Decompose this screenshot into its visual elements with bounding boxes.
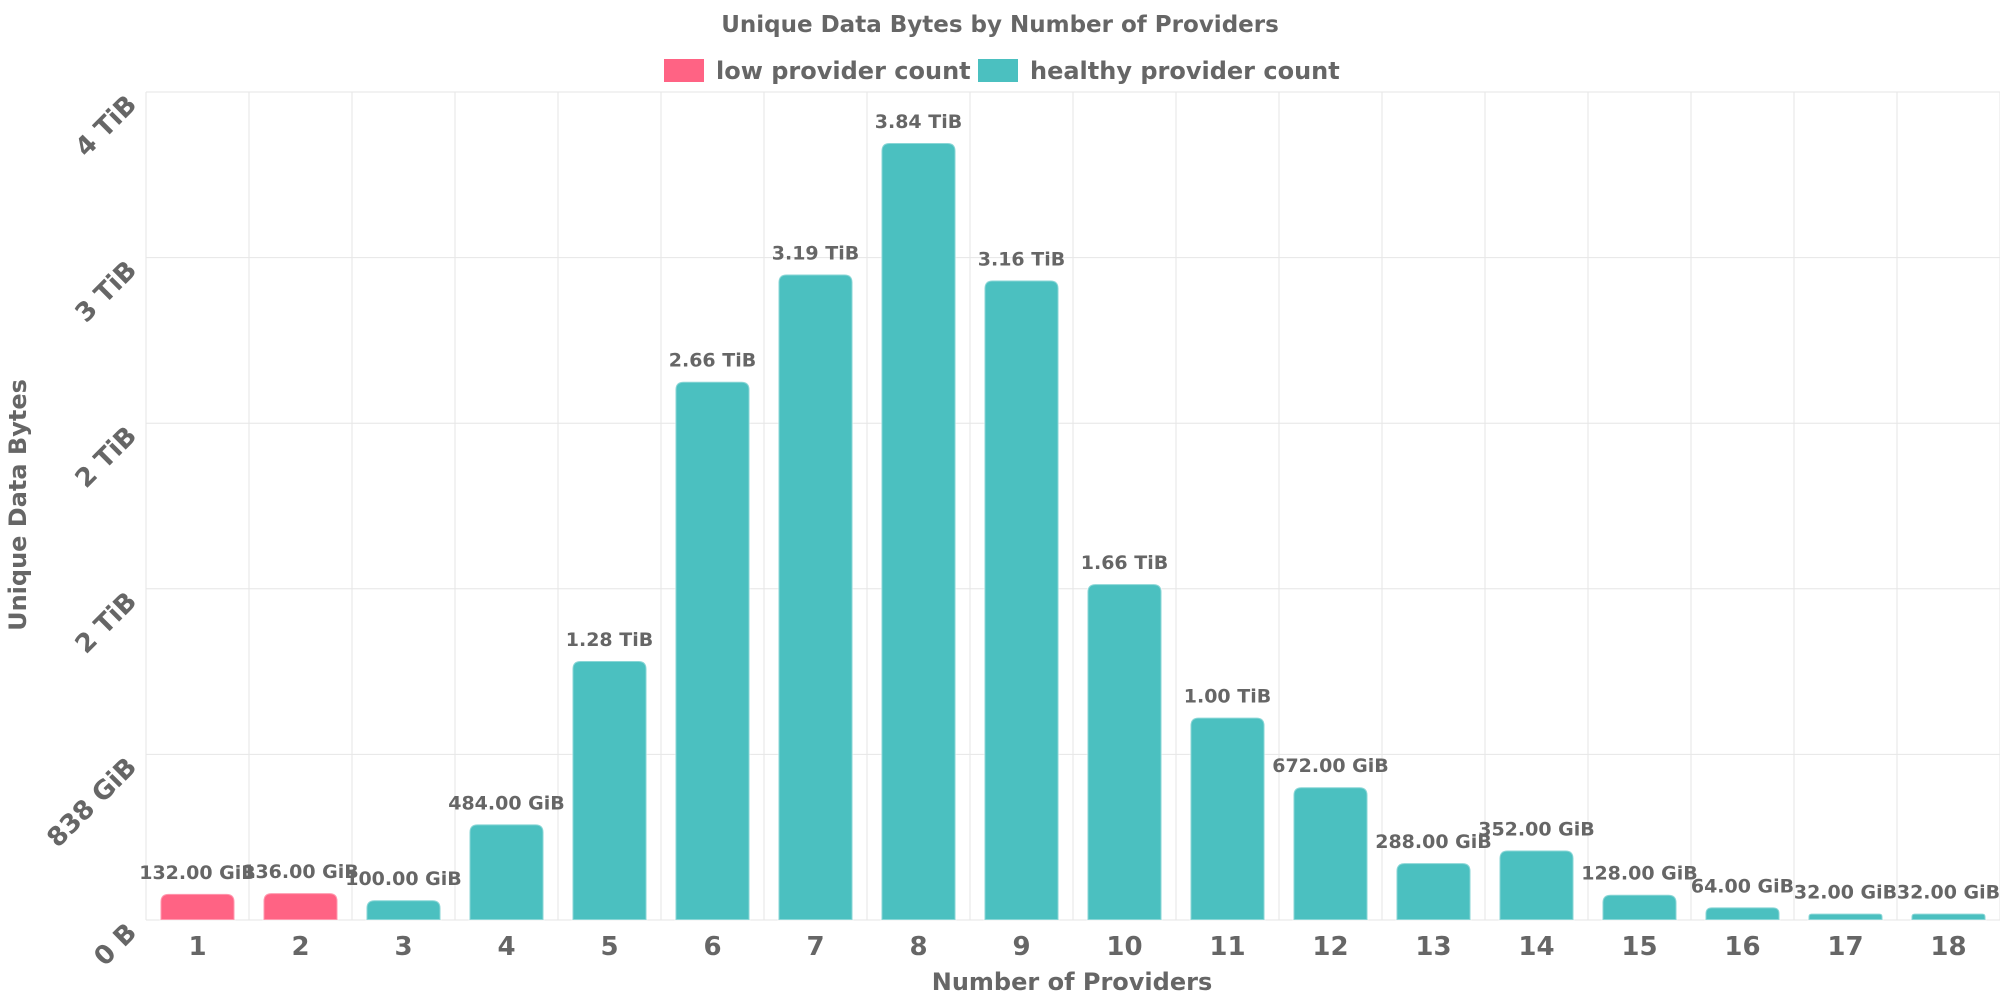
data-label-16: 64.00 GiB [1691,875,1794,897]
bar-15 [1601,893,1678,921]
chart-title: Unique Data Bytes by Number of Providers [721,12,1279,38]
x-tick-label-10: 10 [1106,932,1142,962]
data-label-6: 2.66 TiB [669,350,756,372]
x-tick-label-14: 14 [1518,932,1554,962]
x-axis-ticks: 1 2 3 4 5 6 7 8 9 10 11 12 13 14 15 16 17 18 [188,932,1966,962]
bar-10 [1086,583,1163,921]
x-tick-label-6: 6 [703,932,721,962]
bars [159,141,1987,921]
x-tick-label-2: 2 [291,932,309,962]
legend-label-healthy: healthy provider count [1030,57,1340,85]
bar-9 [983,279,1060,921]
grid-lines [145,91,2000,921]
bar-18 [1910,912,1987,921]
bar-4 [468,823,545,921]
data-label-5: 1.28 TiB [566,629,653,651]
x-tick-label-5: 5 [600,932,618,962]
data-label-7: 3.19 TiB [772,242,859,264]
bar-7 [777,273,854,921]
bar-11 [1189,716,1266,921]
y-tick-label: 838 GiB [42,752,143,853]
bar-5 [571,659,648,921]
bar-17 [1807,912,1884,921]
legend-swatch-low [664,59,704,82]
y-tick-label: 3 TiB [70,255,143,328]
x-tick-label-11: 11 [1209,932,1245,962]
bar-6 [674,380,751,921]
bar-1 [159,892,236,921]
legend-label-low: low provider count [716,57,971,85]
data-label-8: 3.84 TiB [875,111,962,133]
x-tick-label-4: 4 [497,932,515,962]
bar-16 [1704,906,1781,921]
x-tick-label-9: 9 [1012,932,1030,962]
data-label-14: 352.00 GiB [1478,818,1595,840]
x-tick-label-18: 18 [1930,932,1966,962]
y-tick-label: 2 TiB [70,421,143,494]
data-label-13: 288.00 GiB [1375,831,1492,853]
x-tick-label-13: 13 [1415,932,1451,962]
x-tick-label-1: 1 [188,932,206,962]
data-label-1: 132.00 GiB [139,862,256,884]
bar-12 [1292,786,1369,921]
data-label-17: 32.00 GiB [1794,882,1897,904]
bar-8 [880,141,957,921]
x-tick-label-15: 15 [1621,932,1657,962]
x-tick-label-16: 16 [1724,932,1760,962]
data-label-10: 1.66 TiB [1081,552,1168,574]
y-tick-label: 4 TiB [70,90,143,163]
x-tick-label-8: 8 [909,932,927,962]
data-label-4: 484.00 GiB [448,792,565,814]
bar-2 [262,892,339,921]
x-tick-label-3: 3 [394,932,412,962]
bar-13 [1395,862,1472,921]
y-axis-title: Unique Data Bytes [4,379,32,631]
x-axis-title: Number of Providers [932,968,1212,996]
bar-3 [365,899,442,921]
x-tick-label-12: 12 [1312,932,1348,962]
legend: low provider count healthy provider count [664,57,1340,85]
data-label-11: 1.00 TiB [1184,686,1271,708]
x-tick-label-7: 7 [806,932,824,962]
legend-swatch-healthy [978,59,1018,82]
y-tick-label: 2 TiB [70,587,143,660]
y-tick-label: 0 B [89,918,143,972]
x-tick-label-17: 17 [1827,932,1863,962]
y-axis-ticks: 0 B 838 GiB 2 TiB 2 TiB 3 TiB 4 TiB [42,90,143,972]
data-label-15: 128.00 GiB [1581,863,1698,885]
data-label-3: 100.00 GiB [345,868,462,890]
bar-14 [1498,849,1575,921]
data-label-18: 32.00 GiB [1897,882,2000,904]
data-label-2: 136.00 GiB [242,861,359,883]
data-label-12: 672.00 GiB [1272,755,1389,777]
data-label-9: 3.16 TiB [978,249,1065,271]
